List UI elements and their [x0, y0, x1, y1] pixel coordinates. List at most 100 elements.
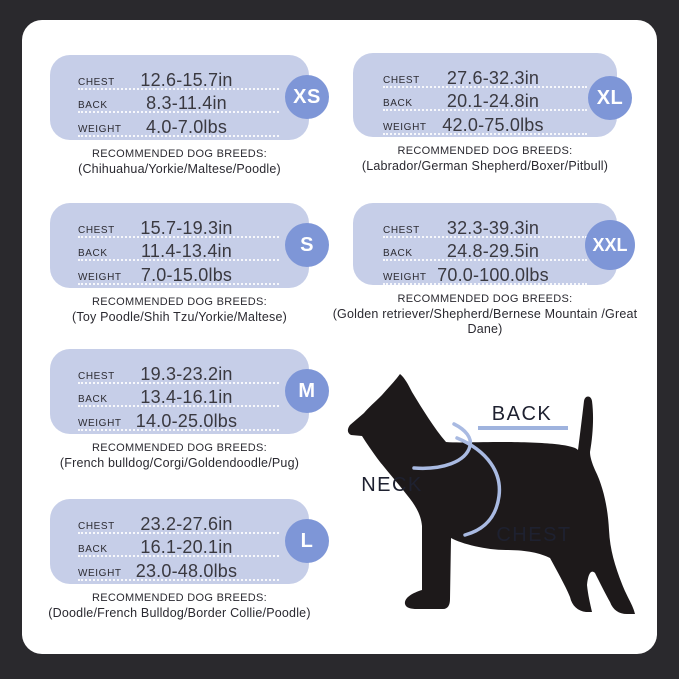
weight-label: WEIGHT	[78, 123, 122, 135]
chest-value: 12.6-15.7in	[140, 69, 233, 90]
chest-value: 27.6-32.3in	[446, 67, 540, 88]
weight-label: WEIGHT	[383, 271, 427, 283]
dotted-leader	[78, 428, 279, 431]
chest-row: CHEST 32.3-39.3in	[383, 216, 593, 240]
back-value: 13.4-16.1in	[140, 387, 233, 407]
recommended-breeds: RECOMMENDED DOG BREEDS: (Doodle/French B…	[26, 592, 333, 621]
back-row: BACK 20.1-24.8in	[383, 90, 593, 114]
weight-row: WEIGHT 70.0-100.0lbs	[383, 263, 593, 287]
back-row: BACK 11.4-13.4in	[78, 240, 285, 264]
back-row: BACK 13.4-16.1in	[78, 386, 285, 410]
size-panel-s: CHEST 15.7-19.3in BACK 11.4-13.4in WEIGH…	[50, 203, 329, 325]
chest-measure-arc	[455, 436, 502, 537]
dog-measurement-diagram: BACK NECK CHEST	[338, 368, 640, 650]
chest-label: CHEST	[78, 520, 115, 532]
recommended-breeds: RECOMMENDED DOG BREEDS: (Labrador/German…	[329, 145, 641, 174]
back-label: BACK	[78, 248, 108, 259]
chest-row: CHEST 27.6-32.3in	[383, 66, 593, 90]
size-badge: S	[285, 223, 329, 267]
recommended-title: RECOMMENDED DOG BREEDS:	[92, 442, 267, 454]
weight-value: 7.0-15.0lbs	[140, 264, 233, 285]
size-card: CHEST 27.6-32.3in BACK 20.1-24.8in WEIGH…	[353, 53, 632, 137]
back-value: 11.4-13.4in	[141, 241, 232, 261]
back-diagram-label: BACK	[492, 403, 552, 425]
size-badge: XXL	[585, 220, 635, 270]
dotted-leader	[78, 555, 279, 557]
size-badge: XS	[285, 75, 329, 119]
back-label: BACK	[78, 100, 108, 111]
dotted-leader	[383, 132, 587, 135]
size-panel-xxl: CHEST 32.3-39.3in BACK 24.8-29.5in WEIGH…	[333, 203, 637, 337]
chest-value: 19.3-23.2in	[140, 363, 233, 384]
size-badge: XL	[588, 76, 632, 120]
dotted-leader	[78, 259, 279, 261]
size-card: CHEST 32.3-39.3in BACK 24.8-29.5in WEIGH…	[353, 203, 635, 287]
dotted-leader	[78, 87, 279, 90]
dotted-leader	[383, 109, 587, 111]
weight-row: WEIGHT 14.0-25.0lbs	[78, 409, 285, 433]
neck-diagram-label: NECK	[361, 474, 423, 496]
dotted-leader	[383, 259, 587, 261]
dotted-leader	[78, 111, 279, 113]
chest-diagram-label: CHEST	[496, 524, 571, 546]
breeds-list: (Doodle/French Bulldog/Border Collie/Poo…	[48, 606, 311, 620]
chest-label: CHEST	[383, 224, 420, 236]
chest-row: CHEST 19.3-23.2in	[78, 362, 285, 386]
dotted-leader	[78, 405, 279, 407]
size-card: CHEST 19.3-23.2in BACK 13.4-16.1in WEIGH…	[50, 349, 329, 434]
back-row: BACK 24.8-29.5in	[383, 240, 593, 264]
recommended-breeds: RECOMMENDED DOG BREEDS: (French bulldog/…	[26, 442, 333, 471]
weight-value: 23.0-48.0lbs	[135, 560, 238, 581]
back-row: BACK 8.3-11.4in	[78, 92, 285, 116]
chest-value: 32.3-39.3in	[446, 217, 540, 238]
chest-label: CHEST	[383, 74, 420, 86]
weight-value: 70.0-100.0lbs	[437, 264, 549, 285]
size-panel-xs: CHEST 12.6-15.7in BACK 8.3-11.4in WEIGHT…	[50, 55, 329, 177]
weight-row: WEIGHT 23.0-48.0lbs	[78, 559, 285, 583]
weight-label: WEIGHT	[78, 271, 122, 283]
recommended-title: RECOMMENDED DOG BREEDS:	[397, 293, 573, 305]
recommended-title: RECOMMENDED DOG BREEDS:	[92, 148, 267, 160]
recommended-breeds: RECOMMENDED DOG BREEDS: (Golden retrieve…	[329, 293, 641, 337]
chest-value: 15.7-19.3in	[140, 217, 233, 238]
chest-label: CHEST	[78, 224, 115, 236]
size-panel-m: CHEST 19.3-23.2in BACK 13.4-16.1in WEIGH…	[50, 349, 329, 471]
breeds-list: (French bulldog/Corgi/Goldendoodle/Pug)	[59, 456, 300, 470]
size-badge: M	[285, 369, 329, 413]
size-badge: L	[285, 519, 329, 563]
dog-silhouette	[347, 374, 635, 614]
chest-row: CHEST 23.2-27.6in	[78, 512, 285, 536]
breeds-list: (Chihuahua/Yorkie/Maltese/Poodle)	[78, 162, 281, 176]
size-panel-xl: CHEST 27.6-32.3in BACK 20.1-24.8in WEIGH…	[353, 53, 632, 174]
size-panel-l: CHEST 23.2-27.6in BACK 16.1-20.1in WEIGH…	[48, 499, 329, 621]
weight-label: WEIGHT	[78, 567, 122, 579]
weight-row: WEIGHT 7.0-15.0lbs	[78, 263, 285, 287]
dotted-leader	[78, 381, 279, 384]
breeds-list: (Golden retriever/Shepherd/Bernese Mount…	[332, 307, 638, 336]
recommended-breeds: RECOMMENDED DOG BREEDS: (Chihuahua/Yorki…	[26, 148, 333, 177]
size-card: CHEST 23.2-27.6in BACK 16.1-20.1in WEIGH…	[50, 499, 329, 584]
back-value: 16.1-20.1in	[140, 537, 233, 557]
chest-row: CHEST 15.7-19.3in	[78, 216, 285, 240]
dotted-leader	[383, 235, 587, 238]
breeds-list: (Toy Poodle/Shih Tzu/Yorkie/Maltese)	[72, 310, 287, 324]
weight-value: 42.0-75.0lbs	[442, 114, 544, 135]
chest-label: CHEST	[78, 370, 115, 382]
dotted-leader	[78, 578, 279, 581]
chest-value: 23.2-27.6in	[140, 513, 233, 534]
chest-row: CHEST 12.6-15.7in	[78, 68, 285, 92]
back-label: BACK	[78, 544, 108, 555]
breeds-list: (Labrador/German Shepherd/Boxer/Pitbull)	[361, 159, 609, 173]
size-card: CHEST 15.7-19.3in BACK 11.4-13.4in WEIGH…	[50, 203, 329, 288]
dotted-leader	[78, 282, 279, 285]
dotted-leader	[78, 531, 279, 534]
dotted-leader	[78, 134, 279, 137]
back-value: 20.1-24.8in	[446, 91, 540, 111]
dotted-leader	[78, 235, 279, 238]
back-label: BACK	[383, 98, 413, 109]
back-label: BACK	[78, 394, 108, 405]
weight-value: 4.0-7.0lbs	[145, 116, 228, 137]
recommended-title: RECOMMENDED DOG BREEDS:	[92, 296, 267, 308]
back-value: 24.8-29.5in	[446, 241, 540, 261]
chest-label: CHEST	[78, 76, 115, 88]
